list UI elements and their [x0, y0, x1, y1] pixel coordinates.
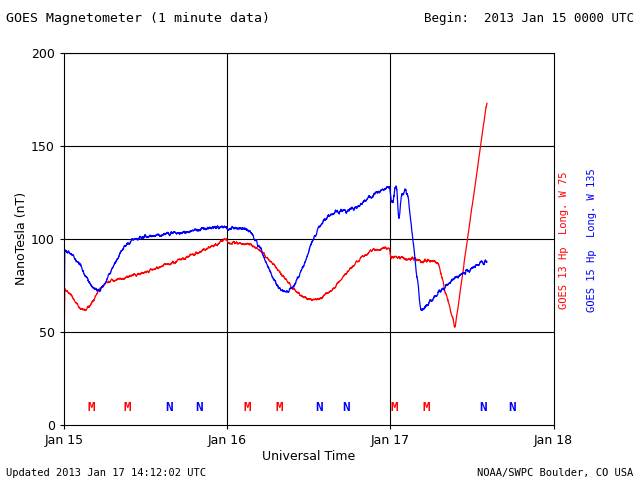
Text: Begin:  2013 Jan 15 0000 UTC: Begin: 2013 Jan 15 0000 UTC: [424, 12, 634, 25]
Text: M: M: [124, 401, 131, 414]
Text: M: M: [276, 401, 283, 414]
Text: GOES Magnetometer (1 minute data): GOES Magnetometer (1 minute data): [6, 12, 270, 25]
Text: NOAA/SWPC Boulder, CO USA: NOAA/SWPC Boulder, CO USA: [477, 468, 634, 478]
X-axis label: Universal Time: Universal Time: [262, 450, 355, 463]
Text: M: M: [422, 401, 430, 414]
Text: GOES 13 Hp  Long. W 75: GOES 13 Hp Long. W 75: [559, 171, 570, 309]
Text: Updated 2013 Jan 17 14:12:02 UTC: Updated 2013 Jan 17 14:12:02 UTC: [6, 468, 206, 478]
Text: GOES 15 Hp  Long. W 135: GOES 15 Hp Long. W 135: [587, 168, 597, 312]
Text: N: N: [508, 401, 516, 414]
Y-axis label: NanoTesla (nT): NanoTesla (nT): [15, 192, 28, 286]
Text: N: N: [479, 401, 486, 414]
Text: M: M: [87, 401, 95, 414]
Text: N: N: [195, 401, 202, 414]
Text: N: N: [342, 401, 349, 414]
Text: M: M: [391, 401, 398, 414]
Text: M: M: [244, 401, 252, 414]
Text: N: N: [166, 401, 173, 414]
Text: N: N: [315, 401, 323, 414]
